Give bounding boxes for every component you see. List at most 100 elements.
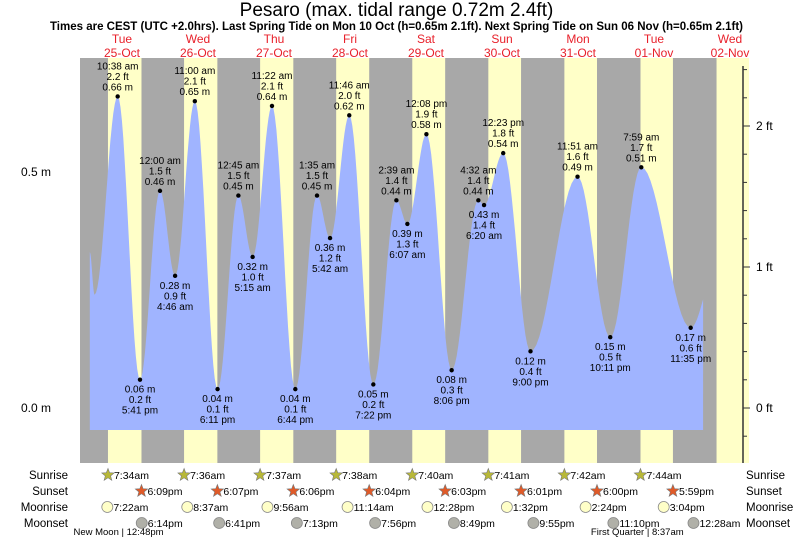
tide-ft-label: 1.5 ft [149, 166, 171, 177]
tide-point-low [688, 325, 693, 330]
sunrise-time: 7:34am [114, 470, 149, 482]
tide-m-label: 0.66 m [102, 82, 133, 93]
moonrise-moon-icon [181, 501, 194, 513]
tide-m-label: 0.04 m [202, 394, 233, 405]
moonrise-moon-icon [657, 501, 670, 513]
tide-time-label: 6:44 pm [277, 415, 313, 426]
tide-ft-label: 1.6 ft [566, 152, 588, 163]
tide-point-high [476, 198, 481, 203]
sunrise-star-icon [101, 467, 115, 481]
tide-time-label: 11:46 am [329, 80, 370, 91]
moonset-row-label-right: Moonset [746, 518, 791, 530]
moon-phase-label: First Quarter | 8:37am [591, 527, 684, 538]
day-of-week-label: Mon [566, 32, 589, 46]
day-of-week-label: Sat [417, 32, 436, 46]
sunset-star-icon [438, 483, 453, 497]
tide-m-label: 0.08 m [436, 375, 467, 386]
daylight-band [716, 58, 749, 463]
sunrise-star-icon [405, 467, 420, 481]
sunset-time: 6:00pm [603, 486, 638, 498]
tide-time-label: 12:00 am [139, 156, 181, 167]
tide-time-label: 9:00 pm [512, 377, 548, 388]
tide-m-label: 0.36 m [315, 243, 346, 254]
sunrise-star-icon [329, 467, 344, 481]
moonrise-time: 8:37am [193, 502, 228, 514]
right-axis-tick-label: 2 ft [756, 119, 773, 133]
tide-point-high [314, 193, 320, 198]
tide-ft-label: 1.5 ft [227, 171, 249, 182]
left-axis-tick-label: 0.5 m [21, 165, 51, 179]
tide-m-label: 0.04 m [280, 394, 311, 405]
tide-time-label: 6:20 am [466, 231, 502, 242]
tide-point-high [394, 198, 399, 203]
moonset-time: 12:28am [699, 518, 740, 530]
tide-time-label: 12:23 pm [482, 118, 524, 129]
tide-point-high [575, 174, 580, 179]
sunrise-row-label-right: Sunrise [746, 470, 785, 482]
moonrise-row-label-right: Moonrise [746, 502, 793, 514]
tide-m-label: 0.45 m [223, 182, 254, 193]
tide-m-label: 0.39 m [392, 229, 423, 240]
tide-time-label: 7:22 pm [355, 410, 391, 421]
sunrise-time: 7:37am [266, 470, 301, 482]
tide-time-label: 5:41 pm [122, 406, 158, 417]
moonset-row-label-left: Moonset [24, 518, 69, 530]
tide-ft-label: 2.0 ft [338, 91, 360, 102]
sunset-row-label-left: Sunset [32, 486, 69, 498]
moonrise-moon-icon [341, 501, 354, 513]
tide-ft-label: 2.1 ft [184, 77, 206, 88]
tide-time-label: 5:42 am [312, 264, 348, 275]
right-axis-tick-label: 1 ft [756, 260, 773, 274]
moonrise-time: 11:14am [354, 502, 394, 514]
sunrise-time: 7:36am [190, 470, 225, 482]
sunrise-time: 7:42am [570, 470, 605, 482]
date-label: 31-Oct [560, 46, 597, 60]
day-of-week-label: Thu [264, 32, 285, 46]
tide-time-label: 6:11 pm [200, 415, 235, 426]
day-of-week-label: Wed [718, 32, 742, 46]
tide-m-label: 0.44 m [381, 186, 412, 197]
moonset-moon-icon [527, 517, 540, 529]
moonrise-time: 2:24pm [592, 502, 627, 514]
day-of-week-label: Tue [644, 32, 665, 46]
tide-ft-label: 1.5 ft [306, 171, 328, 182]
sunset-time: 6:01pm [527, 486, 562, 498]
tide-point-low [608, 335, 613, 340]
tide-point-low [481, 202, 487, 208]
tide-m-label: 0.54 m [488, 139, 519, 150]
tide-ft-label: 1.4 ft [385, 176, 407, 187]
tide-ft-label: 1.2 ft [319, 254, 341, 265]
sunset-star-icon [590, 483, 604, 497]
tide-point-low [371, 382, 376, 387]
tide-ft-label: 0.1 ft [206, 405, 228, 416]
sunset-row-label-right: Sunset [746, 486, 783, 498]
tide-point-low [250, 254, 255, 260]
tide-point-low [405, 221, 410, 227]
sunset-star-icon [286, 483, 301, 497]
tide-ft-label: 2.1 ft [261, 81, 283, 92]
tide-ft-label: 1.4 ft [473, 221, 495, 232]
date-label: 01-Nov [635, 46, 674, 60]
moonset-time: 9:55pm [539, 518, 574, 530]
moonrise-row-label-left: Moonrise [21, 502, 68, 514]
sunset-star-icon [514, 483, 528, 497]
date-label: 26-Oct [180, 46, 217, 60]
moonset-moon-icon [369, 517, 382, 529]
tide-point-high [269, 103, 275, 109]
day-of-week-label: Sun [491, 32, 512, 46]
tide-ft-label: 0.2 ft [129, 395, 151, 406]
moonset-time: 11:10pm [619, 518, 659, 530]
day-of-week-label: Tue [112, 32, 133, 46]
moonset-time: 6:14pm [148, 518, 183, 530]
sunset-star-icon [362, 483, 377, 497]
tide-m-label: 0.12 m [515, 356, 546, 367]
moonset-moon-icon [607, 517, 620, 529]
tide-m-label: 0.51 m [626, 153, 657, 164]
sunset-star-icon [210, 483, 225, 497]
moonrise-moon-icon [101, 501, 114, 513]
tide-ft-label: 2.2 ft [107, 72, 129, 83]
tide-point-high [115, 94, 120, 99]
tide-m-label: 0.17 m [675, 333, 706, 344]
